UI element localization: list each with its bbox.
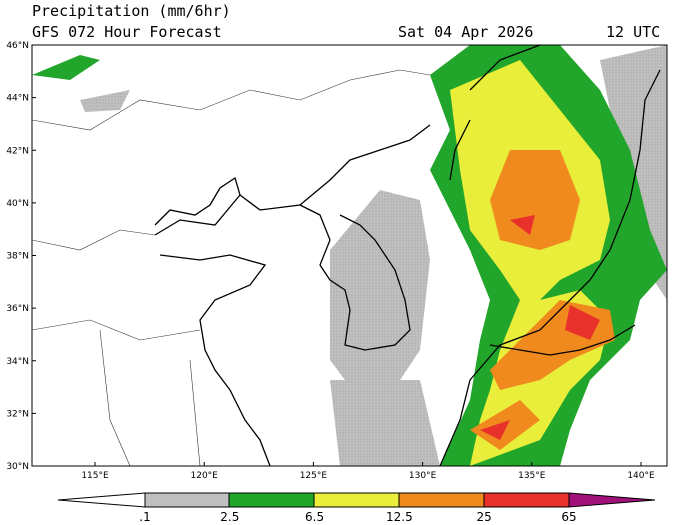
colorbar-label: .1: [139, 510, 150, 524]
lat-label: 46°N: [6, 41, 29, 51]
lat-label: 30°N: [6, 462, 29, 472]
lat-label: 40°N: [6, 199, 29, 209]
lat-label: 32°N: [6, 409, 29, 419]
lat-label: 44°N: [6, 94, 29, 104]
cb-seg: [398, 492, 485, 508]
subtitle: GFS 072 Hour Forecast: [32, 23, 222, 41]
lon-label: 140°E: [627, 471, 655, 481]
cb-seg: [483, 492, 570, 508]
cb-seg: [228, 492, 315, 508]
colorbar-label: 12.5: [386, 510, 413, 524]
cb-high: [568, 492, 656, 508]
colorbar-label: 2.5: [220, 510, 239, 524]
lon-label: 130°E: [409, 471, 437, 481]
lat-label: 34°N: [6, 357, 29, 367]
lat-label: 38°N: [6, 252, 29, 262]
cb-seg: [313, 492, 400, 508]
colorbar-label: 25: [477, 510, 492, 524]
time: 12 UTC: [606, 23, 660, 41]
lat-label: 42°N: [6, 146, 29, 156]
title: Precipitation (mm/6hr): [32, 2, 231, 20]
map: [32, 45, 667, 466]
cb-seg: [144, 492, 230, 508]
lon-label: 125°E: [300, 471, 328, 481]
lon-label: 120°E: [191, 471, 219, 481]
cb-low: [57, 492, 146, 508]
colorbar-label: 65: [561, 510, 576, 524]
lon-label: 115°E: [81, 471, 109, 481]
date: Sat 04 Apr 2026: [398, 23, 533, 41]
lat-label: 36°N: [6, 304, 29, 314]
colorbar-label: 6.5: [305, 510, 324, 524]
lon-label: 135°E: [518, 471, 546, 481]
